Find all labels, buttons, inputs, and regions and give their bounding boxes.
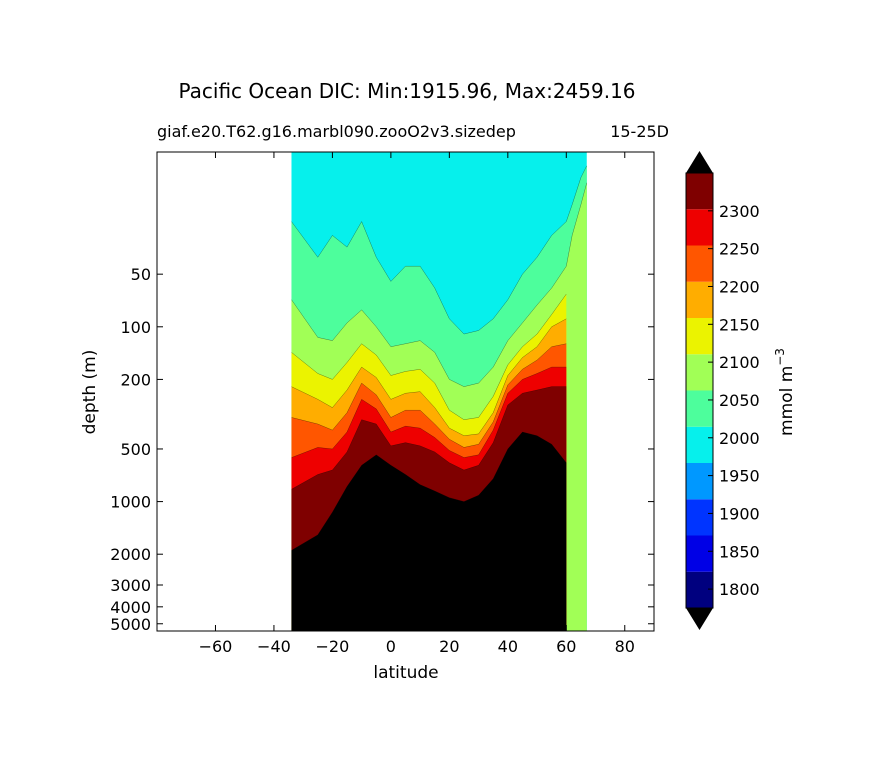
colorbar-tick-label: 2050 — [719, 391, 760, 410]
plot-area — [156, 151, 655, 632]
isoline-2350 — [291, 431, 567, 551]
colorbar-label-unit: mmol m — [777, 366, 797, 436]
y-tick-label: 3000 — [110, 576, 151, 595]
x-axis: −60 −40 −20 0 20 40 60 80 — [199, 152, 635, 656]
colorbar-swatch — [686, 535, 713, 572]
colorbar-swatch — [686, 354, 713, 391]
y-tick-label: 50 — [131, 265, 151, 284]
isoline-2000 — [291, 165, 587, 335]
y-tick-label: 1000 — [110, 493, 151, 512]
colorbar-tick-label: 1900 — [719, 504, 760, 523]
colorbar-tick-label: 1850 — [719, 542, 760, 561]
colorbar-tick-label: 2000 — [719, 429, 760, 448]
colorbar-swatch — [686, 426, 713, 463]
x-tick-label: 0 — [386, 637, 396, 656]
colorbar-frame — [685, 172, 714, 609]
band-2350 — [291, 432, 567, 631]
contour-bands — [291, 152, 587, 631]
x-tick-label: 40 — [498, 637, 518, 656]
x-axis-label: latitude — [373, 663, 438, 683]
colorbar-swatch — [686, 173, 713, 210]
y-tick-label: 4000 — [110, 598, 151, 617]
y-tick-label: 500 — [120, 440, 151, 459]
x-tick-label: −20 — [316, 637, 350, 656]
chart-subtitle-right: 15-25D — [610, 122, 669, 141]
colorbar-tick-label: 1800 — [719, 580, 760, 599]
axes-frame — [156, 151, 655, 632]
colorbar-label-exponent: −3 — [773, 348, 787, 366]
colorbar-tick-label: 2200 — [719, 277, 760, 296]
x-tick-label: −40 — [257, 637, 291, 656]
isoline-2150 — [291, 318, 567, 436]
colorbar-tick-label: 2300 — [719, 202, 760, 221]
colorbar-swatch — [686, 499, 713, 536]
colorbar-swatch — [686, 209, 713, 246]
colorbar-tick-label: 2100 — [719, 353, 760, 372]
y-axis-label: depth (m) — [80, 350, 100, 435]
y-tick-label: 200 — [120, 370, 151, 389]
colorbar-over-arrow — [686, 151, 713, 173]
colorbar-swatch — [686, 245, 713, 282]
x-tick-label: 20 — [439, 637, 459, 656]
isoline-2300 — [291, 386, 567, 490]
colorbar-swatch — [686, 463, 713, 500]
isoline-2050 — [291, 182, 587, 387]
y-tick-label: 100 — [120, 318, 151, 337]
chart-title: Pacific Ocean DIC: Min:1915.96, Max:2459… — [178, 79, 635, 103]
colorbar-under-arrow — [686, 608, 713, 630]
isoline-2200 — [291, 343, 567, 448]
x-tick-label: 80 — [615, 637, 635, 656]
contour-lines — [291, 165, 587, 551]
y-tick-label: 5000 — [110, 615, 151, 634]
colorbar-swatch — [686, 318, 713, 355]
colorbar: 1800 1850 1900 1950 2000 2050 2100 2150 2200 2250… — [685, 151, 760, 630]
colorbar-tick-label: 2250 — [719, 240, 760, 259]
colorbar-swatch — [686, 281, 713, 318]
x-tick-label: 60 — [556, 637, 576, 656]
isoline-2100 — [291, 293, 567, 420]
y-tick-label: 2000 — [110, 545, 151, 564]
chart-subtitle-left: giaf.e20.T62.g16.marbl090.zooO2v3.sizede… — [157, 122, 516, 141]
isoline-2250 — [291, 366, 567, 458]
colorbar-tick-label: 2150 — [719, 315, 760, 334]
colorbar-label: mmol m−3 — [773, 348, 797, 436]
colorbar-swatch — [686, 571, 713, 608]
colorbar-swatch — [686, 390, 713, 427]
x-tick-label: −60 — [199, 637, 233, 656]
colorbar-tick-label: 1950 — [719, 467, 760, 486]
